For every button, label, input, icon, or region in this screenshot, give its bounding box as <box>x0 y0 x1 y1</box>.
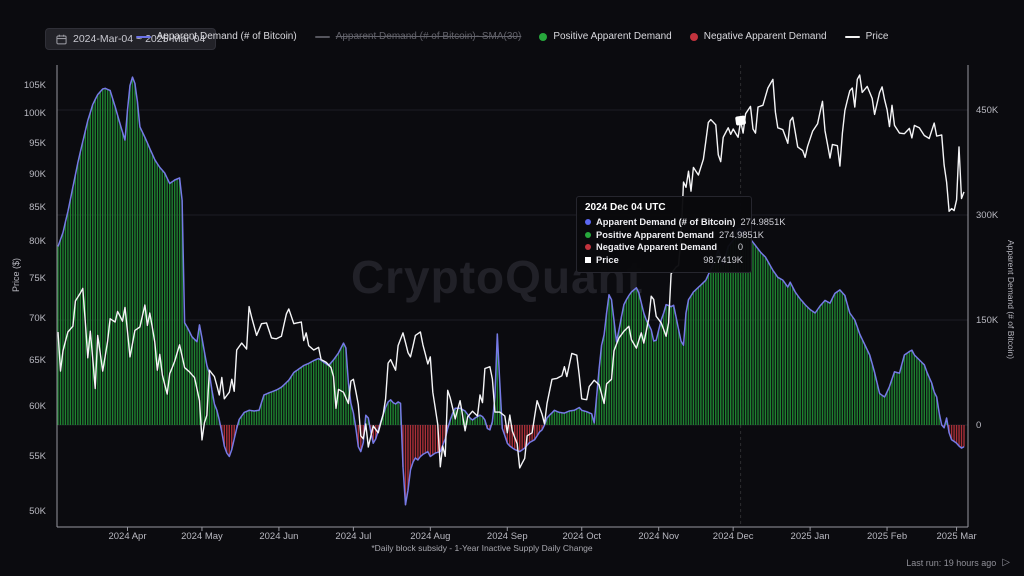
month-tick-label: 2024 Dec <box>712 531 754 542</box>
last-run-status: Last run: 19 hours ago ▷ <box>906 557 1010 568</box>
demand-tick-label: 450K <box>976 105 999 116</box>
month-tick-label: 2024 Jun <box>259 531 299 542</box>
legend-line-icon <box>135 35 151 38</box>
legend-label: Negative Apparent Demand <box>703 31 827 42</box>
demand-tick-label: 300K <box>976 210 999 221</box>
tooltip-row: Negative Apparent Demand 0 <box>585 241 743 254</box>
tooltip-row-value: 274.9851K <box>718 229 764 240</box>
month-tick-label: 2024 Aug <box>410 531 451 542</box>
price-tick-label: 95K <box>29 137 46 149</box>
price-tick-label: 50K <box>29 505 46 517</box>
demand-axis-title: Apparent Demand (# of Bitcoin) <box>1006 240 1016 360</box>
gridlines <box>57 109 968 426</box>
price-line <box>57 74 965 469</box>
date-range-picker[interactable]: 2024-Mar-04 ~ 2025-Mar-04 <box>45 28 217 50</box>
price-tick-label: 70K <box>29 312 46 324</box>
tooltip-row-label: Apparent Demand (# of Bitcoin) <box>596 217 736 227</box>
last-run-label: Last run: 19 hours ago <box>906 557 997 568</box>
legend-item-0[interactable]: Apparent Demand (# of Bitcoin) <box>135 31 297 42</box>
legend-label: Positive Apparent Demand <box>553 31 672 42</box>
price-tick-label: 60K <box>29 401 46 413</box>
price-tick-label: 75K <box>29 273 46 285</box>
legend-item-2[interactable]: Positive Apparent Demand <box>539 31 672 42</box>
tooltip-dot-icon <box>585 244 591 251</box>
legend-item-3[interactable]: Negative Apparent Demand <box>689 31 827 42</box>
legend-item-4[interactable]: Price <box>844 31 889 42</box>
legend-dot-icon <box>689 32 698 41</box>
chart-legend: Apparent Demand (# of Bitcoin) Apparent D… <box>0 31 1024 42</box>
legend-label: Apparent Demand (# of Bitcoin) <box>156 31 297 42</box>
price-axis-title: Price ($) <box>11 258 21 293</box>
chart-footnote: *Daily block subsidy - 1-Year Inactive S… <box>371 543 593 553</box>
tooltip-date: 2024 Dec 04 UTC <box>585 202 666 213</box>
calendar-icon <box>56 34 67 45</box>
tooltip-row-value: 98.7419K <box>703 254 743 265</box>
demand-bars <box>57 77 965 505</box>
chart-tooltip: 2024 Dec 04 UTC Apparent Demand (# of Bi… <box>576 196 785 273</box>
month-tick-label: 2024 May <box>181 531 223 542</box>
apparent-demand-line <box>57 76 965 506</box>
price-tick-label: 55K <box>29 451 46 463</box>
price-tick-label: 90K <box>29 168 46 180</box>
price-tick-label: 80K <box>29 236 46 248</box>
tooltip-dot-icon <box>585 219 591 226</box>
tooltip-row-label: Positive Apparent Demand <box>596 229 714 240</box>
month-tick-label: 2024 Apr <box>108 531 147 542</box>
month-tick-label: 2025 Mar <box>936 531 977 542</box>
legend-line-icon <box>844 35 860 38</box>
tooltip-row-value: 274.9851K <box>740 217 786 227</box>
price-tick-label: 100K <box>23 108 46 120</box>
month-tick-label: 2025 Jan <box>790 531 830 542</box>
month-tick-label: 2024 Jul <box>335 531 372 542</box>
legend-dot-icon <box>539 32 548 41</box>
price-tick-label: 105K <box>23 80 46 92</box>
month-tick-label: 2025 Feb <box>866 531 908 542</box>
demand-tick-label: 0 <box>976 420 982 431</box>
tooltip-row: Price 98.7419K <box>585 254 743 267</box>
tooltip-row-label: Negative Apparent Demand <box>596 242 718 252</box>
price-marker-square <box>735 115 746 126</box>
legend-label: Price <box>865 31 889 42</box>
legend-label: Apparent Demand (# of Bitcoin)- SMA(30) <box>335 31 522 42</box>
axes <box>56 65 969 531</box>
price-tick-label: 65K <box>29 355 46 367</box>
tooltip-row: Positive Apparent Demand 274.9851K <box>585 229 764 242</box>
legend-item-1[interactable]: Apparent Demand (# of Bitcoin)- SMA(30) <box>314 31 522 42</box>
month-tick-label: 2024 Sep <box>486 531 528 542</box>
tooltip-row: Apparent Demand (# of Bitcoin) 274.9851K <box>585 216 785 229</box>
plot-layers <box>57 65 968 527</box>
price-tick-label: 85K <box>29 201 46 213</box>
tooltip-square-icon <box>585 256 591 263</box>
tooltip-dot-icon <box>585 231 591 238</box>
month-tick-label: 2024 Oct <box>562 531 602 542</box>
date-range-label: 2024-Mar-04 ~ 2025-Mar-04 <box>73 33 206 45</box>
tooltip-row-value: 0 <box>737 242 743 252</box>
tooltip-row-label: Price <box>596 254 619 265</box>
month-tick-label: 2024 Nov <box>638 531 680 542</box>
demand-tick-label: 150K <box>976 315 999 326</box>
legend-line-icon <box>314 35 330 38</box>
run-query-icon[interactable]: ▷ <box>1002 557 1010 568</box>
